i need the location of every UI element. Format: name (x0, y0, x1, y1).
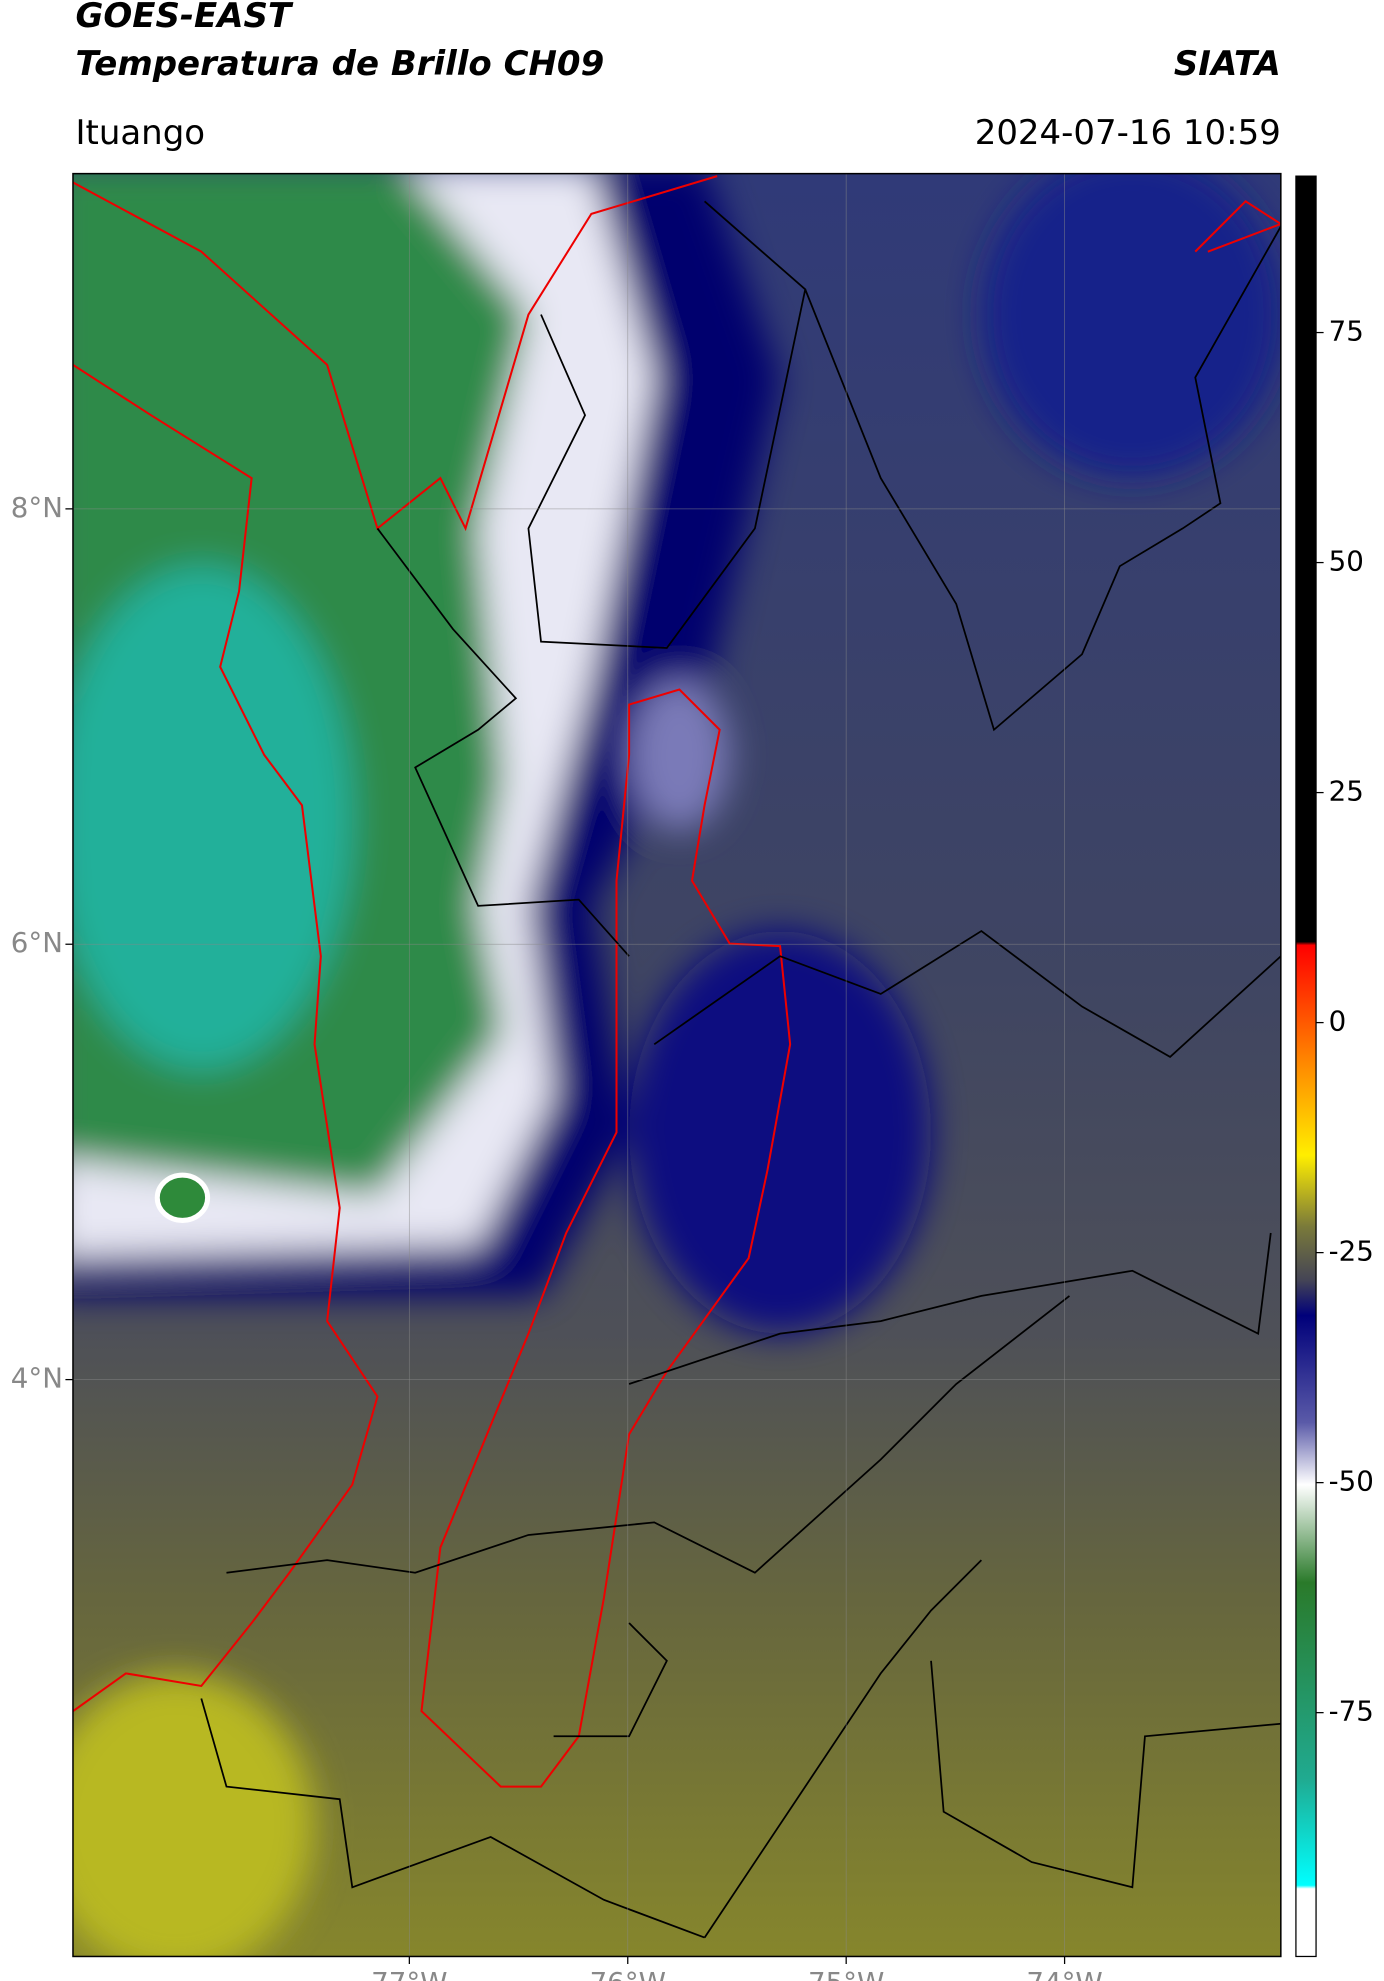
datetime: 2024-07-16 10:59 (975, 113, 1281, 153)
colorbar (1295, 175, 1317, 1958)
source: SIATA (1174, 44, 1281, 84)
x-tick-label: 76°W (590, 1966, 666, 1981)
colorbar-tick-label: -75 (1329, 1695, 1374, 1728)
colorbar-tick-label: 75 (1329, 315, 1364, 348)
x-tick-label: 77°W (371, 1966, 447, 1981)
location: Ituango (75, 113, 205, 153)
colorbar-tick-label: 50 (1329, 545, 1364, 578)
colorbar-tick-label: 0 (1329, 1005, 1347, 1038)
y-tick-label: 8°N (11, 491, 63, 524)
x-tick-label: 74°W (1026, 1966, 1102, 1981)
subtitle: Temperatura de Brillo CH09 (75, 44, 604, 84)
satellite-image (72, 173, 1281, 1957)
title: GOES-EAST (75, 0, 293, 36)
map-frame (72, 172, 1282, 1958)
colorbar-tick-label: 25 (1329, 775, 1364, 808)
x-tick-label: 75°W (808, 1966, 884, 1981)
colorbar-tick-label: -50 (1329, 1465, 1374, 1498)
y-tick-label: 6°N (11, 926, 63, 959)
y-tick-label: 4°N (11, 1362, 63, 1395)
colorbar-tick-label: -25 (1329, 1235, 1374, 1268)
